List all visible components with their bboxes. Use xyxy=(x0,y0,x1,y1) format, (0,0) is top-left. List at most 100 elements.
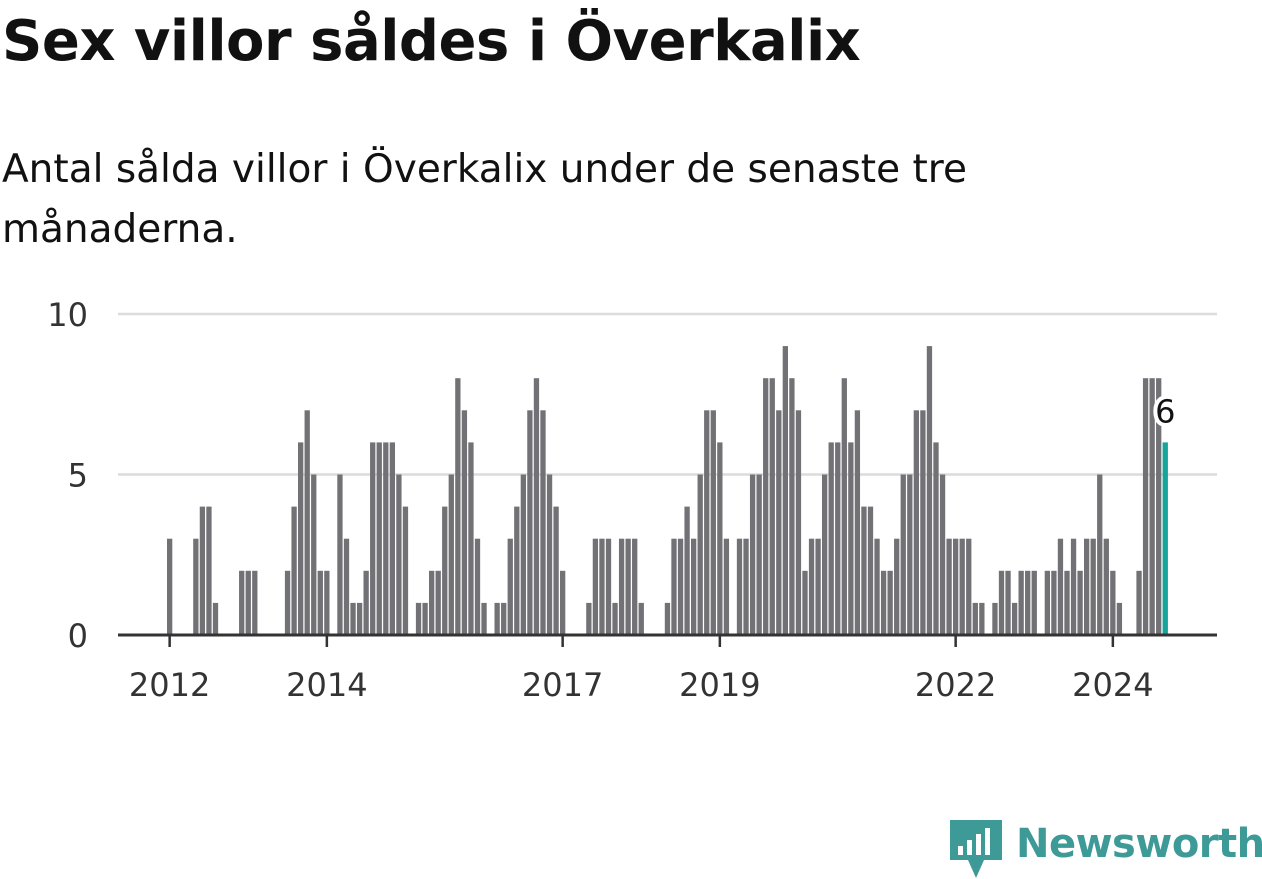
bar xyxy=(193,538,199,635)
bar xyxy=(625,538,631,635)
bar xyxy=(1097,474,1103,635)
bar xyxy=(776,410,782,635)
bar xyxy=(553,506,559,635)
bar xyxy=(749,474,756,635)
bar xyxy=(245,570,251,635)
bar xyxy=(402,506,409,635)
bar xyxy=(612,602,618,635)
newsworthy-logo: Newsworthy xyxy=(950,818,1262,878)
bar xyxy=(1156,378,1162,635)
bar xyxy=(167,538,173,635)
value-annotation: 6 xyxy=(1155,392,1175,430)
bar xyxy=(455,378,461,635)
bar xyxy=(677,538,684,635)
bar xyxy=(370,442,376,635)
bar xyxy=(887,570,893,635)
bar xyxy=(376,442,382,635)
bar xyxy=(1090,538,1096,635)
bar xyxy=(717,442,723,635)
bar xyxy=(789,378,795,635)
brand-name: Newsworthy xyxy=(1016,821,1262,867)
bar xyxy=(356,602,363,635)
bar xyxy=(933,442,939,635)
bar xyxy=(1110,570,1116,635)
bar xyxy=(1149,378,1155,635)
bar xyxy=(350,602,356,635)
bar xyxy=(1031,570,1037,635)
bar xyxy=(605,538,612,635)
bar xyxy=(1018,570,1024,635)
bar xyxy=(415,602,422,635)
bar xyxy=(448,474,454,635)
bar xyxy=(959,538,965,635)
bar xyxy=(363,570,369,635)
bar xyxy=(1103,538,1109,635)
bar xyxy=(389,442,395,635)
chart-title: Sex villor såldes i Överkalix xyxy=(2,9,861,74)
bar xyxy=(599,538,605,635)
bar xyxy=(691,538,697,635)
bar xyxy=(546,474,553,635)
bar xyxy=(979,602,985,635)
bar xyxy=(848,442,854,635)
bar xyxy=(383,442,389,635)
bar xyxy=(671,538,677,635)
bar xyxy=(632,538,638,635)
bar xyxy=(1116,602,1123,635)
bar xyxy=(618,538,625,635)
bar xyxy=(920,410,926,635)
bar xyxy=(828,442,834,635)
bar xyxy=(710,410,716,635)
bar xyxy=(298,442,304,635)
bar xyxy=(867,506,874,635)
bar xyxy=(560,570,566,635)
y-tick-label: 10 xyxy=(47,296,88,334)
chart-subtitle: Antal sålda villor i Överkalix under de … xyxy=(2,147,967,252)
bar xyxy=(880,570,887,635)
bar xyxy=(900,474,906,635)
bar xyxy=(291,506,297,635)
bar xyxy=(704,410,710,635)
bar xyxy=(1084,538,1090,635)
bar xyxy=(835,442,841,635)
bar xyxy=(736,538,743,635)
bar xyxy=(252,570,258,635)
bar xyxy=(1057,538,1064,635)
bar xyxy=(586,602,592,635)
bar xyxy=(514,506,520,635)
bar xyxy=(540,410,546,635)
bar xyxy=(1064,570,1070,635)
bar xyxy=(422,602,428,635)
bar xyxy=(507,538,513,635)
bar xyxy=(815,538,821,635)
x-tick-label: 2017 xyxy=(522,666,603,704)
bar xyxy=(317,570,323,635)
bar xyxy=(396,474,402,635)
bar xyxy=(1051,570,1057,635)
bar xyxy=(926,346,933,635)
bar xyxy=(841,378,847,635)
x-tick-label: 2024 xyxy=(1072,666,1153,704)
bar xyxy=(311,474,317,635)
bar xyxy=(992,602,998,635)
bar xyxy=(782,346,788,635)
bar xyxy=(284,570,291,635)
bar xyxy=(304,410,310,635)
bar xyxy=(894,538,900,635)
bar xyxy=(206,506,212,635)
x-tick-label: 2012 xyxy=(129,666,210,704)
bar xyxy=(998,570,1005,635)
highlight-bar xyxy=(1162,442,1168,635)
bar xyxy=(468,442,474,635)
bar xyxy=(756,474,762,635)
bar xyxy=(501,602,507,635)
bar xyxy=(1070,538,1077,635)
bar xyxy=(966,538,972,635)
bar xyxy=(337,474,343,635)
x-tick-label: 2019 xyxy=(679,666,760,704)
bar xyxy=(461,410,468,635)
bar xyxy=(795,410,802,635)
bar xyxy=(972,602,978,635)
bar xyxy=(939,474,946,635)
bar xyxy=(324,570,330,635)
